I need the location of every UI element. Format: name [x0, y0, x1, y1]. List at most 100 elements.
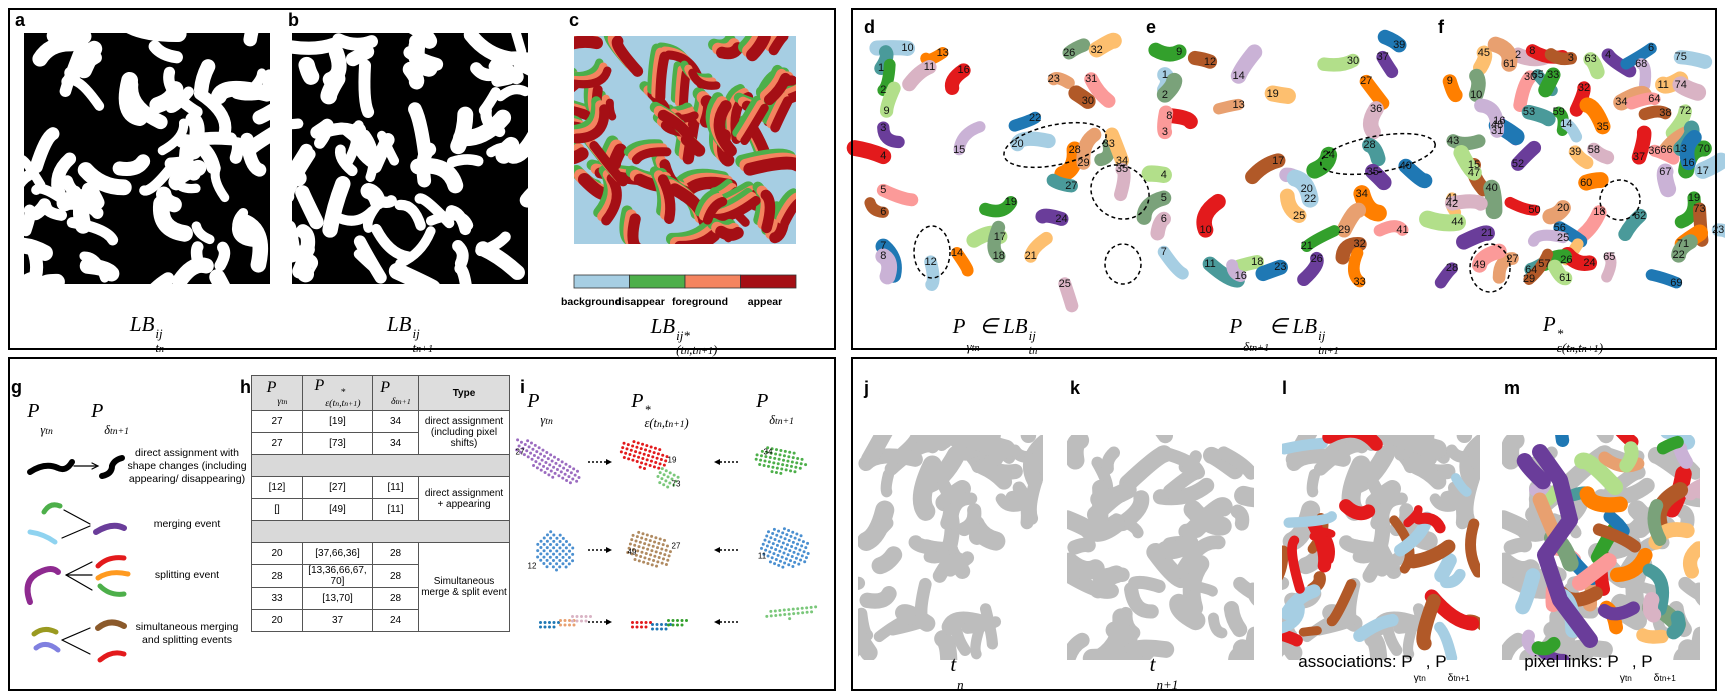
segment-label: 5: [880, 184, 887, 197]
blob: [77, 162, 132, 196]
pixel-dot: [784, 557, 788, 561]
pixel-dot: [536, 456, 540, 460]
blob: [505, 131, 528, 164]
pixel-dot: [548, 555, 552, 559]
pixel-dot: [765, 450, 769, 454]
pixel-dot: [642, 560, 646, 564]
segment-label: 16: [1234, 270, 1247, 283]
cluster-label: 12: [527, 561, 537, 571]
segment-label: 31: [1085, 73, 1098, 86]
pixel-dot: [685, 619, 688, 622]
pixel-dot: [768, 456, 772, 460]
blob: [112, 154, 151, 176]
math-part: δ: [1243, 339, 1250, 355]
math-part: P: [952, 314, 966, 338]
pixel-dot: [772, 552, 776, 556]
pixel-dot: [784, 468, 788, 472]
segment-label: 30: [1346, 54, 1360, 67]
segment-label: 9: [883, 105, 890, 118]
table-cell: [11]: [372, 498, 419, 522]
segment-label: 44: [1451, 216, 1464, 229]
pixel-dot: [774, 448, 778, 452]
pixel-dot: [539, 452, 543, 456]
math-part: t: [1624, 673, 1628, 683]
pixel-dot: [555, 543, 559, 547]
pixel-dot: [529, 451, 533, 455]
blob: [243, 33, 259, 47]
math-part: n: [283, 397, 288, 407]
math-part: γ: [277, 396, 282, 408]
blob: [1635, 58, 1652, 91]
segment-label: 43: [1446, 134, 1460, 147]
blob: [1353, 185, 1387, 222]
pixel-dot: [791, 530, 795, 534]
pixel-dot: [650, 549, 654, 553]
pixel-dot: [561, 536, 565, 540]
math-part: ij: [1318, 328, 1326, 344]
pixel-dot: [763, 459, 767, 463]
blob: [601, 173, 622, 226]
blob: [1217, 446, 1254, 480]
caption: LB ij tn+1: [387, 312, 433, 355]
blob: [880, 468, 895, 498]
math-part: δ: [1653, 671, 1660, 684]
pixel-dot: [533, 443, 537, 447]
pixel-dot: [552, 465, 556, 469]
script-stack: ij tn+1: [1318, 329, 1339, 357]
blob: [577, 172, 610, 201]
blob: [209, 269, 230, 284]
header-cell: P * ε(tn,tn+1): [302, 374, 373, 412]
pixel-dot: [534, 460, 538, 464]
pixel-dot: [580, 619, 583, 623]
table-cell: 37: [302, 609, 373, 633]
pixel-dot: [561, 476, 565, 480]
segment-label: 3: [880, 121, 887, 134]
blob: [1226, 259, 1247, 282]
pixel-dot: [767, 464, 771, 468]
outline: [1469, 243, 1511, 293]
pixel-dot: [575, 479, 579, 483]
blob: [1283, 511, 1337, 528]
pixel-dot: [564, 462, 568, 466]
blob: [252, 103, 270, 125]
pixel-dot: [651, 455, 655, 459]
math-part: P: [631, 390, 644, 412]
math-part: t: [1659, 673, 1662, 683]
pixel-dot: [658, 471, 662, 475]
pixel-dot: [799, 558, 803, 562]
pixel-dot: [584, 619, 588, 623]
pixel-dot: [549, 469, 553, 473]
table-cell: 20: [251, 542, 303, 566]
pixel-dot: [541, 448, 545, 452]
blob: [611, 36, 644, 77]
pixel-dot: [657, 541, 661, 545]
pixel-dot: [781, 531, 785, 535]
segment-label: 69: [1670, 276, 1683, 289]
pixel-dot: [667, 623, 670, 627]
blob: [876, 183, 919, 207]
blob: [118, 71, 148, 126]
pixel-dot: [793, 470, 797, 474]
blob: [1035, 208, 1069, 226]
blob: [210, 163, 230, 203]
math-part: ij: [412, 326, 420, 342]
pixel-dot: [773, 562, 777, 566]
panel-image: [574, 36, 796, 244]
blob: [914, 435, 940, 451]
math-part: n: [1421, 673, 1426, 683]
blob: [1068, 85, 1096, 109]
math-part: P: [314, 377, 325, 394]
blob: [627, 213, 642, 244]
blob: [1148, 42, 1187, 62]
pixel-dot: [517, 444, 521, 448]
blob: [402, 61, 425, 90]
blob: [1213, 98, 1245, 115]
blob: [1282, 545, 1289, 581]
pixel-dot: [805, 610, 809, 614]
blob: [414, 193, 455, 229]
blob: [1474, 98, 1505, 138]
segment-label: 60: [1580, 176, 1593, 189]
blob: [1568, 145, 1594, 170]
blob: [1196, 193, 1226, 238]
